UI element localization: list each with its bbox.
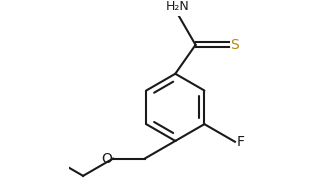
Text: F: F	[236, 135, 244, 149]
Text: H₂N: H₂N	[166, 0, 190, 13]
Text: S: S	[230, 38, 239, 52]
Text: O: O	[101, 152, 112, 166]
